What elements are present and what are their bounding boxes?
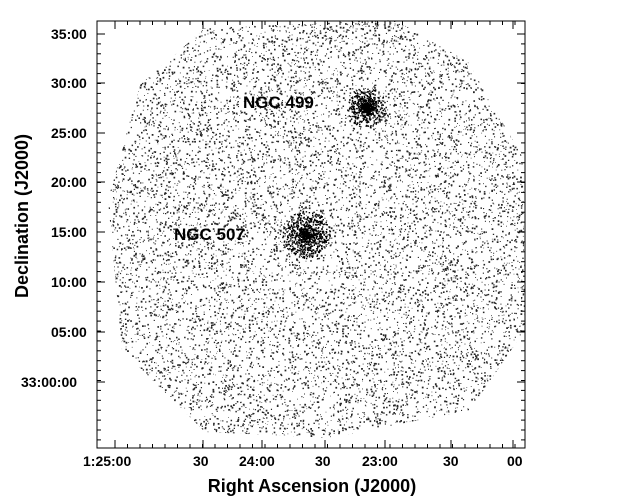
y-tick-label: 10:00 (51, 274, 87, 290)
x-tick-label: 30 (193, 453, 209, 469)
y-tick-label: 25:00 (51, 125, 87, 141)
x-tick-label: 30 (315, 453, 331, 469)
axis-ticks (97, 21, 525, 448)
y-tick-labels: 35:00 30:00 25:00 20:00 15:00 10:00 05:0… (21, 26, 87, 390)
y-tick-label: 05:00 (51, 324, 87, 340)
source-label-ngc-499: NGC 499 (243, 93, 314, 112)
photon-speckle (108, 20, 525, 438)
x-tick-label: 23:00 (362, 453, 398, 469)
y-tick-label: 35:00 (51, 26, 87, 42)
y-axis-title: Declination (J2000) (12, 134, 32, 298)
x-tick-label: 00 (507, 453, 523, 469)
y-tick-label: 33:00:00 (21, 374, 77, 390)
source-blob (347, 88, 387, 128)
source-label-ngc-507: NGC 507 (174, 225, 245, 244)
photon-count-field (108, 20, 525, 438)
y-tick-label: 30:00 (51, 75, 87, 91)
y-tick-label: 15:00 (51, 224, 87, 240)
source-blob (282, 210, 332, 260)
plot-frame (96, 20, 526, 449)
x-tick-label: 1:25:00 (83, 453, 131, 469)
y-tick-label: 20:00 (51, 174, 87, 190)
source-emission (282, 88, 387, 260)
x-tick-labels: 1:25:00 30 24:00 30 23:00 30 00 (83, 453, 523, 469)
x-tick-label: 24:00 (239, 453, 275, 469)
x-axis-title: Right Ascension (J2000) (208, 476, 416, 496)
x-tick-label: 30 (443, 453, 459, 469)
